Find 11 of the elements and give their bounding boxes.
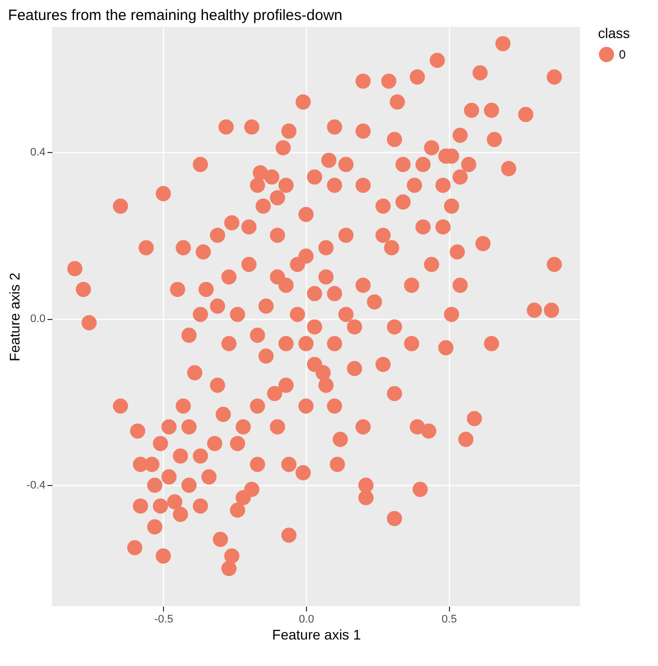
chart-title: Features from the remaining healthy profiles-down <box>8 7 342 24</box>
x-axis-title: Feature axis 1 <box>272 626 362 642</box>
x-tick-label: 0.5 <box>442 614 457 626</box>
y-axis-title: Feature axis 2 <box>6 272 23 362</box>
legend-title: class <box>598 25 630 41</box>
legend-label: 0 <box>619 48 626 62</box>
y-tick-label: -0.4 <box>26 480 46 492</box>
x-tick-label: 0.0 <box>298 614 314 626</box>
x-tick-label: -0.5 <box>154 614 174 626</box>
y-tick-label: 0.0 <box>30 313 46 326</box>
y-tick-label: 0.4 <box>30 146 46 158</box>
